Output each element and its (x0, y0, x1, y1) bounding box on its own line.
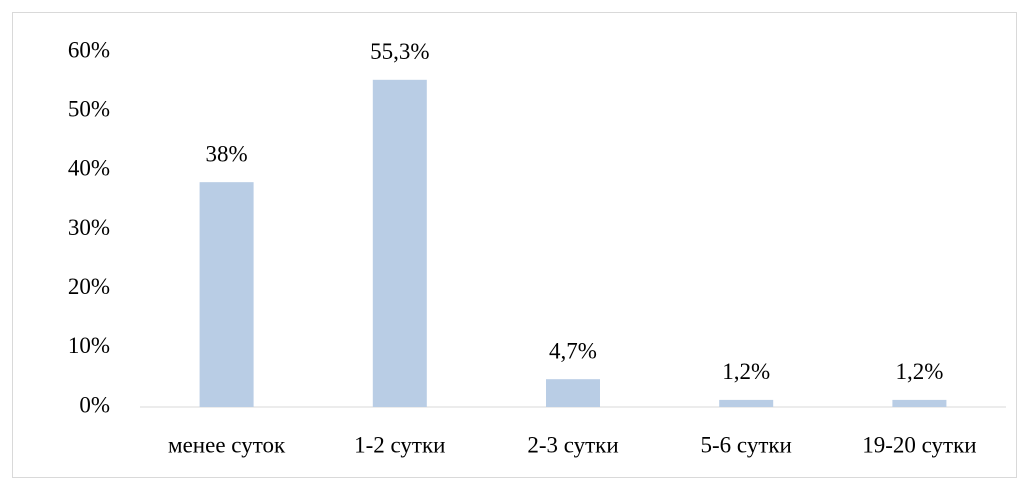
bar (546, 379, 600, 407)
chart-border (12, 12, 1017, 478)
y-tick-label: 60% (68, 37, 110, 62)
x-tick-label: 5-6 сутки (701, 432, 792, 457)
x-tick-label: 2-3 сутки (527, 432, 618, 457)
y-tick-label: 40% (68, 156, 110, 181)
y-tick-label: 50% (68, 96, 110, 121)
data-label: 1,2% (722, 359, 770, 384)
bar (719, 399, 774, 407)
y-tick-label: 0% (79, 392, 110, 417)
data-label: 55,3% (370, 39, 429, 64)
x-tick-label: 19-20 сутки (862, 432, 976, 457)
y-tick-label: 10% (68, 333, 110, 358)
y-tick-label: 30% (68, 215, 110, 240)
bar (199, 182, 254, 407)
data-label: 4,7% (549, 338, 597, 363)
y-tick-label: 20% (68, 274, 110, 299)
data-label: 38% (206, 141, 248, 166)
x-tick-label: 1-2 сутки (354, 432, 445, 457)
data-label: 1,2% (895, 359, 943, 384)
x-tick-label: менее суток (168, 432, 286, 457)
bar (892, 399, 947, 407)
bar (372, 79, 427, 407)
